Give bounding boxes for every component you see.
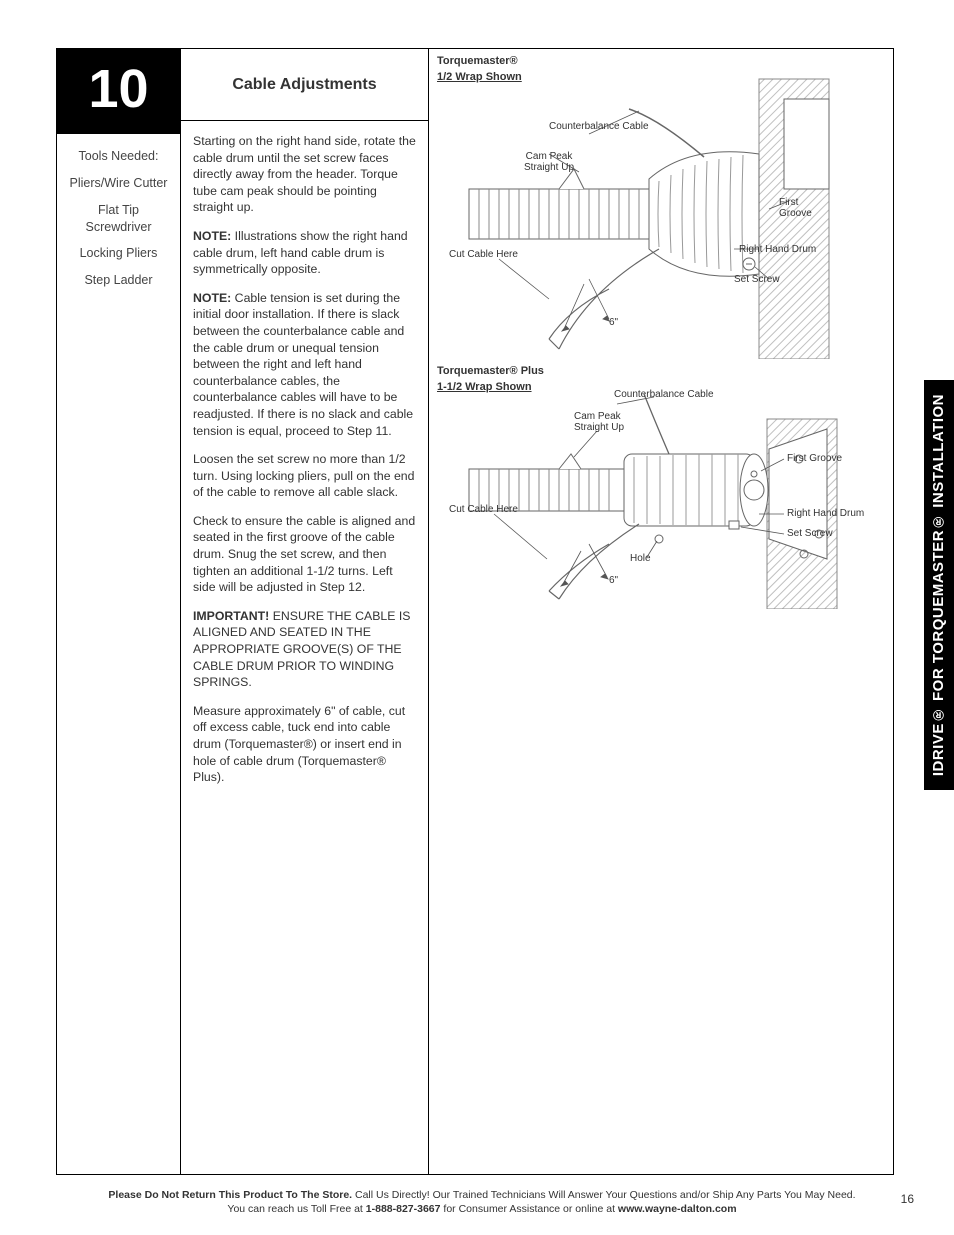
footer-url: www.wayne-dalton.com (618, 1203, 737, 1215)
label-first-groove: FirstGroove (779, 197, 812, 219)
tool-item: Step Ladder (67, 272, 170, 289)
paragraph: Loosen the set screw no more than 1/2 tu… (193, 451, 416, 501)
footer-text: You can reach us Toll Free at (227, 1203, 365, 1215)
diagram-torquemaster: Torquemaster® 1/2 Wrap Shown Counterbala… (429, 49, 893, 359)
tools-heading: Tools Needed: (67, 148, 170, 165)
step-number: 10 (57, 49, 180, 134)
center-column: Cable Adjustments Starting on the right … (181, 49, 429, 1174)
note-text: Cable tension is set during the initial … (193, 291, 413, 438)
side-tab-text: IDRIVE® FOR TORQUEMASTER® INSTALLATION (929, 394, 949, 776)
important: IMPORTANT! ENSURE THE CABLE IS ALIGNED A… (193, 608, 416, 691)
label-cam-peak: Cam PeakStraight Up (524, 151, 574, 173)
cable-drum (649, 152, 759, 276)
label-counterbalance: Counterbalance Cable (614, 389, 714, 400)
tool-item: Flat Tip Screwdriver (67, 202, 170, 236)
label-six-inch: 6" (609, 317, 618, 328)
label-cut-cable: Cut Cable Here (449, 504, 518, 515)
torque-tube (469, 169, 649, 239)
label-rhd: Right Hand Drum (787, 508, 864, 519)
label-set-screw: Set Screw (787, 528, 833, 539)
tools-needed: Tools Needed: Pliers/Wire Cutter Flat Ti… (57, 134, 180, 309)
label-rhd: Right Hand Drum (739, 244, 816, 255)
diagram-title: Torquemaster® Plus (437, 365, 544, 377)
right-column: Torquemaster® 1/2 Wrap Shown Counterbala… (429, 49, 893, 1174)
diagram-subtitle: 1/2 Wrap Shown (437, 71, 522, 83)
page-number: 16 (901, 1191, 914, 1207)
label-first-groove: First Groove (787, 453, 842, 464)
tool-item: Pliers/Wire Cutter (67, 175, 170, 192)
paragraph: Starting on the right hand side, rotate … (193, 133, 416, 216)
note: NOTE: Illustrations show the right hand … (193, 228, 416, 278)
footer-text: for Consumer Assistance or online at (441, 1203, 618, 1215)
footer-text: Call Us Directly! Our Trained Technician… (352, 1189, 855, 1201)
note-label: NOTE: (193, 229, 231, 243)
footer-bold: Please Do Not Return This Product To The… (108, 1189, 352, 1201)
left-column: 10 Tools Needed: Pliers/Wire Cutter Flat… (57, 49, 181, 1174)
diagram-subtitle: 1-1/2 Wrap Shown (437, 381, 532, 393)
step-title: Cable Adjustments (181, 49, 428, 121)
page-frame: 10 Tools Needed: Pliers/Wire Cutter Flat… (56, 48, 894, 1175)
tool-item: Locking Pliers (67, 245, 170, 262)
footer-phone: 1-888-827-3667 (366, 1203, 441, 1215)
paragraph: Measure approximately 6" of cable, cut o… (193, 703, 416, 786)
instructions-body: Starting on the right hand side, rotate … (181, 121, 428, 810)
label-cut-cable: Cut Cable Here (449, 249, 518, 260)
note: NOTE: Cable tension is set during the in… (193, 290, 416, 439)
page-footer: Please Do Not Return This Product To The… (56, 1188, 908, 1217)
label-set-screw: Set Screw (734, 274, 780, 285)
important-label: IMPORTANT! (193, 609, 269, 623)
diagram-svg (429, 49, 839, 359)
label-six-inch: 6" (609, 575, 618, 586)
label-hole: Hole (630, 553, 651, 564)
diagram-torquemaster-plus: Torquemaster® Plus 1-1/2 Wrap Shown Coun… (429, 359, 893, 609)
label-cam-peak: Cam PeakStraight Up (574, 411, 624, 433)
label-counterbalance: Counterbalance Cable (549, 121, 649, 132)
paragraph: Check to ensure the cable is aligned and… (193, 513, 416, 596)
note-label: NOTE: (193, 291, 231, 305)
diagram-title: Torquemaster® (437, 55, 518, 67)
side-tab: IDRIVE® FOR TORQUEMASTER® INSTALLATION (924, 380, 954, 790)
